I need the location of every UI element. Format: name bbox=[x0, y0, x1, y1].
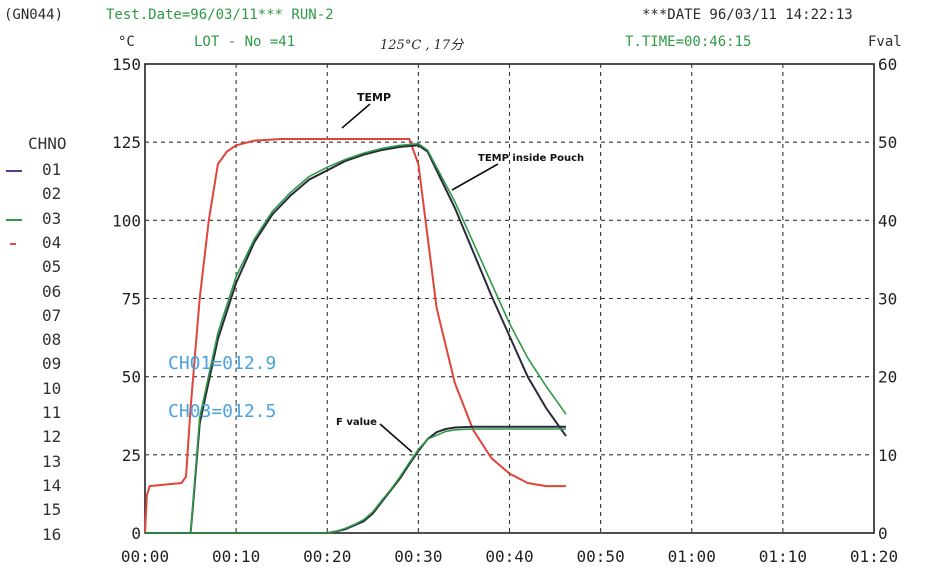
x-tick-label: 00:40 bbox=[485, 547, 533, 566]
channel-16: 16 bbox=[42, 524, 62, 544]
annotation-temp-leader bbox=[341, 103, 371, 129]
channel-13: 13 bbox=[42, 451, 62, 471]
x-tick-label: 00:00 bbox=[121, 547, 169, 566]
y-tick-label: 100 bbox=[112, 211, 141, 230]
channel-10: 10 bbox=[42, 378, 62, 398]
date-time: ***DATE 96/03/11 14:22:13 bbox=[642, 7, 853, 23]
y2-tick-label: 50 bbox=[878, 133, 897, 152]
lot-number: LOT - No =41 bbox=[194, 34, 296, 50]
y2-tick-label: 20 bbox=[878, 368, 897, 387]
x-tick-label: 00:50 bbox=[577, 547, 625, 566]
y2-tick-label: 60 bbox=[878, 55, 897, 74]
annotation-fvalue: F value bbox=[336, 417, 377, 428]
x-tick-label: 01:20 bbox=[850, 547, 898, 566]
channel-03-swatch bbox=[6, 218, 22, 221]
channel-header: CHNO bbox=[28, 134, 67, 153]
unit-right: Fval bbox=[868, 34, 902, 50]
series-line-f-value-03 bbox=[145, 428, 566, 534]
y-tick-label: 25 bbox=[122, 446, 141, 465]
channel-01: 01 bbox=[42, 160, 62, 179]
annotation-pouch: TEMP inside Pouch bbox=[478, 153, 584, 164]
channel-07: 07 bbox=[42, 305, 62, 325]
channel-01-swatch bbox=[6, 170, 22, 172]
channel-12: 12 bbox=[42, 427, 62, 447]
y-tick-label: 125 bbox=[112, 133, 141, 152]
annotation-temp: TEMP bbox=[357, 91, 391, 104]
series-line-f-value-01 bbox=[145, 425, 566, 534]
channel-14: 14 bbox=[42, 475, 62, 495]
channel-11: 11 bbox=[42, 403, 62, 422]
series-line-04 bbox=[144, 138, 566, 534]
channel-08: 08 bbox=[42, 330, 62, 350]
annotation-fvalue-leader bbox=[379, 423, 413, 453]
ch03-value-note: CH03=012.5 bbox=[168, 401, 277, 422]
channel-02: 02 bbox=[42, 184, 62, 204]
channel-04: 04 bbox=[42, 232, 62, 252]
channel-04-swatch bbox=[10, 242, 16, 245]
channel-03: 03 bbox=[42, 208, 62, 228]
device-id: (GN044) bbox=[4, 7, 64, 23]
y2-tick-label: 10 bbox=[878, 446, 897, 465]
y-tick-label: 50 bbox=[122, 368, 141, 387]
channel-05: 05 bbox=[42, 257, 62, 277]
x-tick-label: 01:00 bbox=[668, 547, 716, 566]
y2-tick-label: 30 bbox=[878, 290, 897, 309]
y-tick-label: 0 bbox=[131, 524, 141, 543]
channel-06: 06 bbox=[42, 281, 62, 301]
test-date: Test.Date=96/03/11*** RUN-2 bbox=[106, 7, 334, 23]
y-tick-label: 150 bbox=[112, 55, 141, 74]
annotation-pouch-leader bbox=[451, 163, 499, 191]
series-line-01 bbox=[189, 144, 567, 534]
x-tick-label: 01:10 bbox=[759, 547, 807, 566]
series-line-03 bbox=[189, 142, 567, 534]
channel-15: 15 bbox=[42, 500, 62, 520]
x-tick-label: 00:10 bbox=[212, 547, 260, 566]
handwritten-note: 125°C , 17分 bbox=[380, 38, 464, 53]
x-tick-label: 00:30 bbox=[394, 547, 442, 566]
unit-left: °C bbox=[118, 34, 135, 50]
x-tick-label: 00:20 bbox=[303, 547, 351, 566]
ch01-value-note: CH01=012.9 bbox=[168, 353, 277, 374]
y2-tick-label: 40 bbox=[878, 211, 897, 230]
y-tick-label: 75 bbox=[122, 290, 141, 309]
total-time: T.TIME=00:46:15 bbox=[625, 34, 752, 50]
channel-09: 09 bbox=[42, 354, 62, 374]
y2-tick-label: 0 bbox=[878, 524, 888, 543]
